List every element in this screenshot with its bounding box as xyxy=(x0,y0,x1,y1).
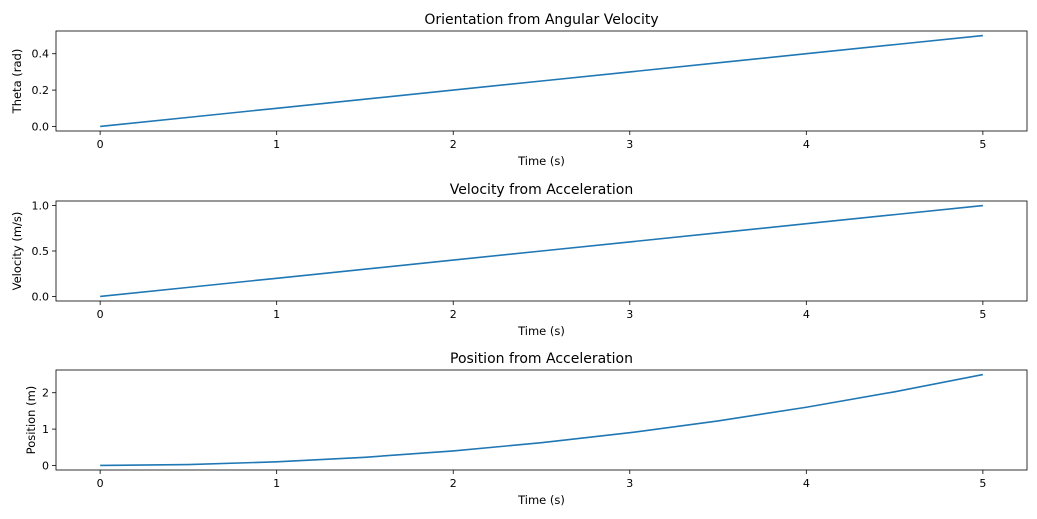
y-tick-label: 1 xyxy=(42,423,49,436)
x-tick-label: 4 xyxy=(803,138,810,151)
subplot-2: Velocity from Acceleration 0 1 2 3 4 5 0.0 0.5 1.… xyxy=(10,182,1028,338)
y-axis-label: Position (m) xyxy=(24,386,38,455)
x-tick-label: 0 xyxy=(97,477,104,490)
x-tick-label: 3 xyxy=(626,138,633,151)
axes-frame xyxy=(55,30,1028,132)
series-line xyxy=(100,204,983,298)
x-tick-label: 2 xyxy=(450,477,457,490)
y-tick-label: 1.0 xyxy=(32,200,50,213)
y-tick-label: 2 xyxy=(42,387,49,400)
y-axis-label: Theta (rad) xyxy=(10,49,24,115)
chart-title: Velocity from Acceleration xyxy=(450,182,633,198)
y-tick-label: 0.0 xyxy=(32,290,50,303)
x-tick-label: 1 xyxy=(273,308,280,321)
chart-title: Orientation from Angular Velocity xyxy=(424,12,658,28)
x-axis-label: Time (s) xyxy=(517,324,565,338)
x-tick-label: 3 xyxy=(626,308,633,321)
y-tick-label: 0.5 xyxy=(32,245,50,258)
x-tick-label: 4 xyxy=(803,308,810,321)
x-tick-label: 5 xyxy=(979,308,986,321)
x-axis-label: Time (s) xyxy=(517,493,565,507)
y-axis-label: Velocity (m/s) xyxy=(10,212,24,291)
series-line xyxy=(100,34,983,128)
series-line xyxy=(100,373,984,467)
axes-frame xyxy=(55,369,1028,471)
y-tick-label: 0 xyxy=(42,459,49,472)
x-tick-label: 2 xyxy=(450,308,457,321)
x-tick-label: 1 xyxy=(273,138,280,151)
x-tick-label: 0 xyxy=(97,308,104,321)
x-tick-label: 5 xyxy=(979,138,986,151)
x-tick-label: 5 xyxy=(979,477,986,490)
chart-title: Position from Acceleration xyxy=(450,351,633,367)
y-tick-label: 0.4 xyxy=(32,48,50,61)
subplot-1: Orientation from Angular Velocity 0 1 2 3 4 5 0… xyxy=(10,12,1028,168)
subplot-3: Position from Acceleration 0 1 2 3 4 5 0 1 2 Time … xyxy=(24,351,1028,507)
x-tick-label: 3 xyxy=(626,477,633,490)
y-tick-label: 0.2 xyxy=(32,84,50,97)
x-tick-label: 4 xyxy=(803,477,810,490)
x-tick-label: 1 xyxy=(273,477,280,490)
x-axis-label: Time (s) xyxy=(517,154,565,168)
y-tick-label: 0.0 xyxy=(32,120,50,133)
x-tick-label: 0 xyxy=(97,138,104,151)
x-tick-label: 2 xyxy=(450,138,457,151)
